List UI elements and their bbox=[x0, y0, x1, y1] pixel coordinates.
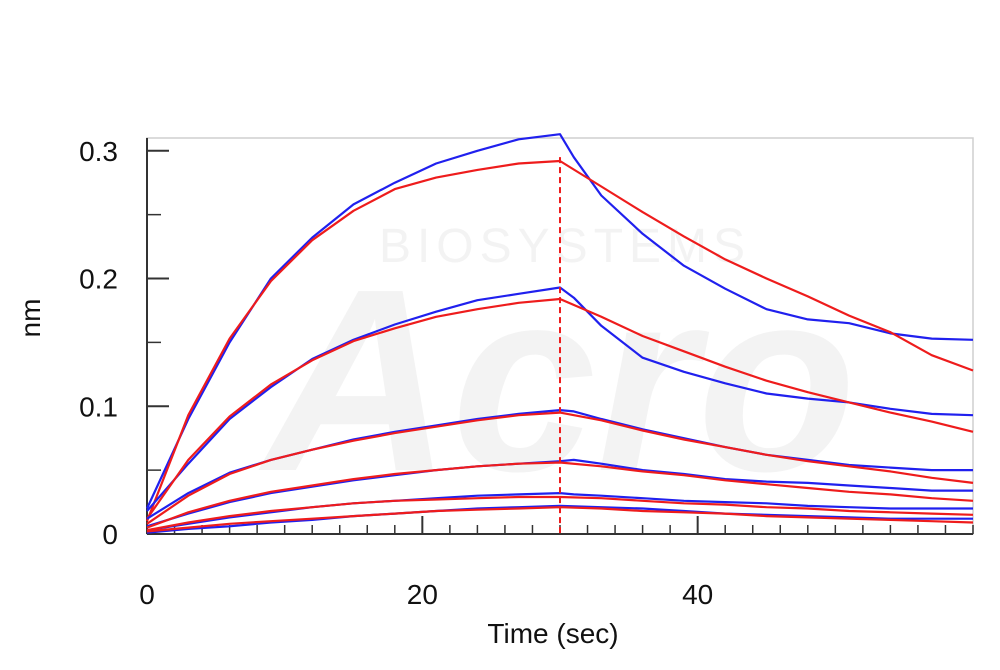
y-axis-title: nm bbox=[15, 299, 46, 338]
fit-curve bbox=[146, 495, 974, 532]
x-tick-label: 40 bbox=[682, 579, 713, 610]
y-tick-label: 0.1 bbox=[79, 391, 118, 422]
x-tick-label: 0 bbox=[139, 579, 155, 610]
x-axis-title: Time (sec) bbox=[487, 618, 618, 649]
measured-curve bbox=[146, 133, 974, 509]
y-tick-label: 0 bbox=[102, 519, 118, 550]
x-tick-label: 20 bbox=[407, 579, 438, 610]
measured-curve bbox=[146, 504, 973, 534]
measured-curve bbox=[146, 458, 973, 528]
y-tick-label: 0.2 bbox=[79, 264, 118, 295]
y-tick-labels: 0 0.1 0.2 0.3 bbox=[79, 136, 118, 550]
watermark-logo: Acro bbox=[256, 236, 857, 526]
watermark-text: BIOSYSTEMS bbox=[379, 220, 751, 273]
watermark: Acro BIOSYSTEMS bbox=[256, 220, 857, 526]
minor-ticks bbox=[147, 213, 974, 534]
x-tick-labels: 0 20 40 bbox=[139, 579, 713, 610]
y-tick-label: 0.3 bbox=[79, 136, 118, 167]
series-layer bbox=[145, 133, 974, 534]
